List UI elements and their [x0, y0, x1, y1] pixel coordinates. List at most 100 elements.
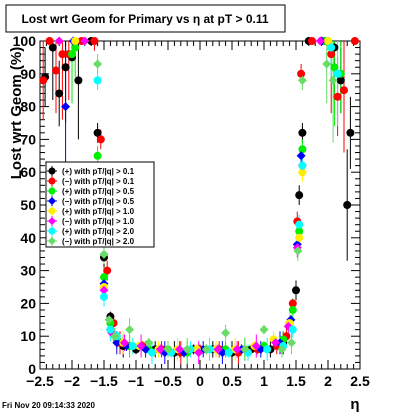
data-point	[119, 338, 129, 348]
x-tick-label: −1	[128, 373, 144, 389]
y-axis: 0 10 20 30 40 50 60 70 80 90 100	[13, 33, 360, 377]
legend-label: (−) with pT/|q| > 0.5	[62, 197, 135, 206]
data-point	[251, 341, 261, 351]
legend: (+) with pT/|q| > 0.1(−) with pT/|q| > 0…	[47, 166, 135, 246]
data-point	[55, 89, 64, 98]
legend-box	[45, 161, 155, 248]
data-point	[224, 348, 233, 357]
data-points	[39, 36, 359, 358]
data-point	[298, 168, 307, 177]
data-point	[350, 37, 359, 45]
data-point	[288, 305, 297, 314]
data-point	[297, 69, 306, 78]
data-point	[288, 299, 297, 308]
legend-marker	[48, 167, 56, 175]
data-point	[277, 344, 287, 354]
data-point	[296, 151, 306, 161]
x-tick-label: 2.5	[350, 373, 370, 389]
data-point	[100, 292, 108, 301]
data-point	[263, 345, 272, 354]
data-point	[68, 50, 76, 59]
chart-title: Lost wrt Geom for Primary vs η at pT > 0…	[21, 12, 268, 26]
data-point	[297, 75, 307, 85]
data-point	[336, 76, 345, 85]
legend-label: (+) with pT/|q| > 2.0	[62, 227, 135, 236]
data-point	[58, 50, 67, 59]
y-tick-label: 90	[20, 66, 36, 82]
data-point	[194, 348, 204, 358]
data-point	[221, 328, 231, 338]
data-point	[80, 36, 90, 46]
legend-label: (−) with pT/|q| > 0.1	[62, 177, 135, 186]
data-point	[128, 342, 137, 351]
legend-marker	[48, 197, 56, 205]
data-point	[292, 286, 300, 295]
data-point	[315, 36, 325, 46]
data-point	[328, 75, 338, 85]
legend-label: (+) with pT/|q| > 1.0	[62, 207, 135, 216]
data-point	[340, 86, 348, 95]
y-tick-label: 0	[28, 361, 36, 377]
data-point	[163, 344, 173, 354]
data-point	[112, 338, 122, 348]
x-axis-title: η	[350, 396, 359, 412]
legend-marker	[48, 187, 56, 195]
x-tick-label: 0.5	[222, 373, 242, 389]
data-point	[271, 338, 281, 348]
data-point	[48, 43, 57, 52]
data-point	[106, 325, 115, 334]
data-point	[298, 161, 307, 170]
legend-marker	[48, 237, 56, 245]
data-point	[103, 266, 112, 275]
data-point	[295, 233, 304, 242]
y-tick-label: 80	[20, 99, 36, 115]
legend-marker	[48, 207, 56, 215]
y-tick-label: 30	[20, 263, 36, 279]
y-tick-label: 10	[20, 328, 36, 344]
x-tick-label: −2.5	[26, 373, 54, 389]
data-point	[54, 36, 64, 46]
data-point	[201, 344, 211, 354]
legend-marker	[48, 217, 56, 225]
data-point	[346, 128, 355, 137]
data-point	[322, 59, 332, 69]
x-tick-label: 1	[260, 373, 268, 389]
data-point	[99, 249, 109, 259]
data-point	[93, 59, 103, 69]
legend-label: (−) with pT/|q| > 2.0	[62, 237, 135, 246]
x-tick-label: 2	[324, 373, 332, 389]
y-tick-label: 100	[13, 33, 37, 49]
data-point	[213, 344, 223, 354]
data-point	[61, 63, 70, 72]
data-point	[330, 63, 339, 72]
data-point	[99, 285, 109, 295]
x-tick-label: −1.5	[90, 373, 118, 389]
data-point	[259, 325, 269, 335]
y-tick-label: 50	[20, 197, 36, 213]
data-point	[110, 331, 120, 341]
data-point	[104, 315, 114, 325]
data-point	[327, 43, 336, 52]
data-point	[288, 325, 297, 334]
data-point	[295, 227, 304, 236]
data-point	[182, 344, 192, 354]
x-tick-label: 0	[196, 373, 204, 389]
y-tick-label: 20	[20, 295, 36, 311]
data-point	[96, 135, 105, 144]
data-point	[298, 145, 307, 154]
legend-label: (+) with pT/|q| > 0.1	[62, 167, 135, 176]
data-point	[324, 37, 332, 45]
data-point	[90, 37, 99, 45]
data-point	[343, 201, 352, 209]
data-point	[100, 273, 108, 282]
data-point	[93, 128, 102, 137]
data-point	[240, 344, 250, 354]
legend-marker	[48, 177, 56, 185]
data-point	[295, 191, 304, 200]
timestamp-footer: Fri Nov 20 09:14:33 2020	[2, 401, 95, 410]
data-point	[232, 344, 242, 354]
y-tick-label: 70	[20, 131, 36, 147]
data-point	[287, 338, 297, 348]
data-point	[298, 128, 307, 137]
data-point	[136, 341, 146, 351]
